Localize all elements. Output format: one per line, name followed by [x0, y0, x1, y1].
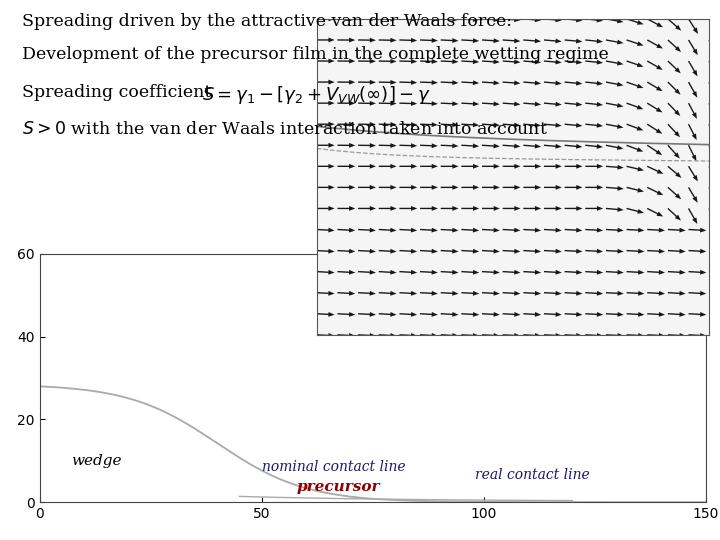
Text: nominal contact line: nominal contact line	[261, 460, 405, 474]
Text: real contact line: real contact line	[474, 468, 590, 482]
Text: Development of the precursor film in the complete wetting regime: Development of the precursor film in the…	[22, 46, 608, 63]
Text: Spreading driven by the attractive van der Waals force:: Spreading driven by the attractive van d…	[22, 14, 512, 30]
Text: $S > 0$ with the van der Waals interaction taken into account: $S > 0$ with the van der Waals interacti…	[22, 122, 547, 138]
Text: precursor: precursor	[297, 480, 381, 494]
Text: Spreading coefficient: Spreading coefficient	[22, 84, 228, 100]
Text: $S = \gamma_1 - [\gamma_2 + V_{VW}(\infty)] - \gamma$: $S = \gamma_1 - [\gamma_2 + V_{VW}(\inft…	[202, 84, 430, 106]
Text: wedge: wedge	[71, 454, 121, 468]
